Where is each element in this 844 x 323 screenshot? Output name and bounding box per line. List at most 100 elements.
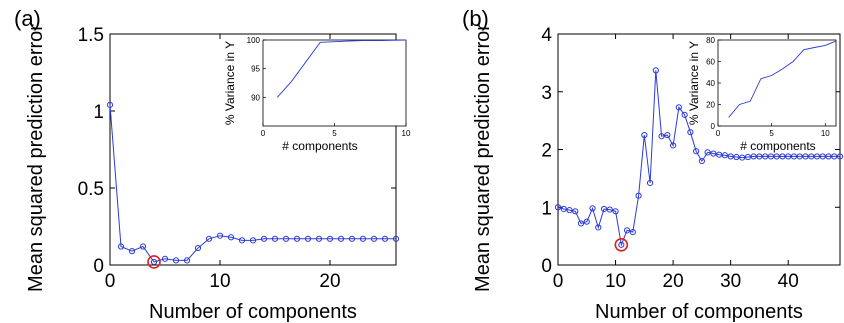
data-point <box>381 235 389 242</box>
inset-x-axis-label: # components <box>740 139 815 153</box>
data-point <box>779 153 786 160</box>
data-point <box>762 153 769 160</box>
y-tick-label: 1 <box>541 198 552 219</box>
x-tick-label: 10 <box>209 271 230 292</box>
y-tick-label: 1.5 <box>78 25 104 46</box>
inset-x-tick-label: 5 <box>332 129 337 138</box>
data-point <box>698 157 705 165</box>
inset-y-tick-label: 80 <box>706 36 715 45</box>
data-point <box>739 154 746 161</box>
data-point <box>249 237 257 244</box>
x-tick-label: 20 <box>663 271 684 292</box>
inset-x-tick-label: 0 <box>716 129 721 138</box>
inset-y-tick-label: 20 <box>706 101 715 110</box>
data-point <box>304 235 312 242</box>
data-point <box>623 227 631 234</box>
data-point <box>652 67 659 74</box>
data-point <box>670 142 677 149</box>
inset-x-axis-label: # components <box>282 139 357 153</box>
inset-y-tick-label: 95 <box>251 65 260 74</box>
data-point <box>658 133 665 140</box>
data-point <box>566 207 573 214</box>
data-point <box>150 258 158 266</box>
data-point <box>710 150 717 157</box>
data-point <box>733 153 740 161</box>
inset-x-tick-label: 10 <box>821 129 830 138</box>
data-point <box>808 153 815 160</box>
inset-chart: 90 95 100 0 5 10 # components % Variance in Y <box>223 36 411 153</box>
data-point <box>646 179 654 187</box>
data-point <box>796 153 803 160</box>
inset-y-axis-label: % Variance in Y <box>687 41 701 125</box>
data-point <box>359 235 367 242</box>
data-point <box>161 255 169 262</box>
inset-x-tick-label: 5 <box>769 129 774 138</box>
data-point <box>128 248 136 255</box>
data-point <box>260 235 268 242</box>
data-point <box>785 153 792 160</box>
series-line <box>109 104 396 263</box>
data-point <box>577 220 585 227</box>
inset-frame <box>262 39 407 127</box>
data-point <box>554 204 562 211</box>
inset-y-tick-label: 0 <box>711 122 716 131</box>
data-point <box>675 104 682 111</box>
data-point <box>790 153 798 160</box>
data-point <box>693 148 700 155</box>
data-point <box>831 153 838 160</box>
inset-y-tick-label: 60 <box>706 58 715 67</box>
data-point <box>183 257 191 264</box>
y-tick-label: 3 <box>541 83 552 104</box>
y-tick-label: 2 <box>541 141 552 162</box>
data-point <box>271 235 279 242</box>
data-point <box>583 218 590 225</box>
data-point <box>664 131 671 139</box>
data-point <box>600 205 608 213</box>
panel-label: (b) <box>462 6 489 31</box>
data-point <box>337 235 345 242</box>
series-line <box>557 70 840 247</box>
highlight-marker <box>147 255 161 269</box>
x-tick-label: 20 <box>319 271 340 292</box>
data-point <box>595 224 602 231</box>
x-tick-label: 0 <box>105 271 116 292</box>
data-point <box>606 206 613 213</box>
x-tick-label: 10 <box>605 271 626 292</box>
data-point <box>813 153 821 160</box>
x-axis-label: Number of components <box>595 301 803 323</box>
data-point <box>641 131 648 139</box>
inset-y-tick-label: 100 <box>247 36 261 45</box>
data-point <box>773 153 780 160</box>
highlight-marker <box>614 237 629 252</box>
data-point <box>687 129 694 136</box>
chart-panel-1: (a) 0 0.5 1 1.5 0 10 20 Number of components Mean… <box>14 6 411 323</box>
data-point <box>721 152 728 159</box>
data-point <box>216 232 224 239</box>
data-point <box>767 153 775 160</box>
data-point <box>348 235 356 242</box>
data-point <box>560 205 567 213</box>
data-point <box>612 208 619 215</box>
data-point <box>727 153 734 160</box>
data-point <box>238 237 246 244</box>
data-point <box>825 153 832 160</box>
data-point <box>750 153 757 160</box>
data-point <box>589 205 596 212</box>
y-axis-label: Mean squared prediction error <box>472 24 494 292</box>
inset-chart: 0 20 40 60 80 0 5 10 # components % Variance in Y <box>687 36 837 153</box>
data-point <box>205 235 213 242</box>
data-point <box>106 101 114 108</box>
data-point <box>756 153 763 160</box>
x-tick-label: 0 <box>553 271 564 292</box>
inset-series-line <box>728 40 837 118</box>
data-point <box>635 192 642 199</box>
data-point <box>681 111 688 118</box>
y-tick-label: 4 <box>541 25 552 46</box>
data-point <box>227 234 235 241</box>
data-point <box>139 243 147 250</box>
y-tick-label: 0 <box>93 256 104 277</box>
data-point <box>392 235 400 242</box>
inset-frame <box>717 39 837 127</box>
